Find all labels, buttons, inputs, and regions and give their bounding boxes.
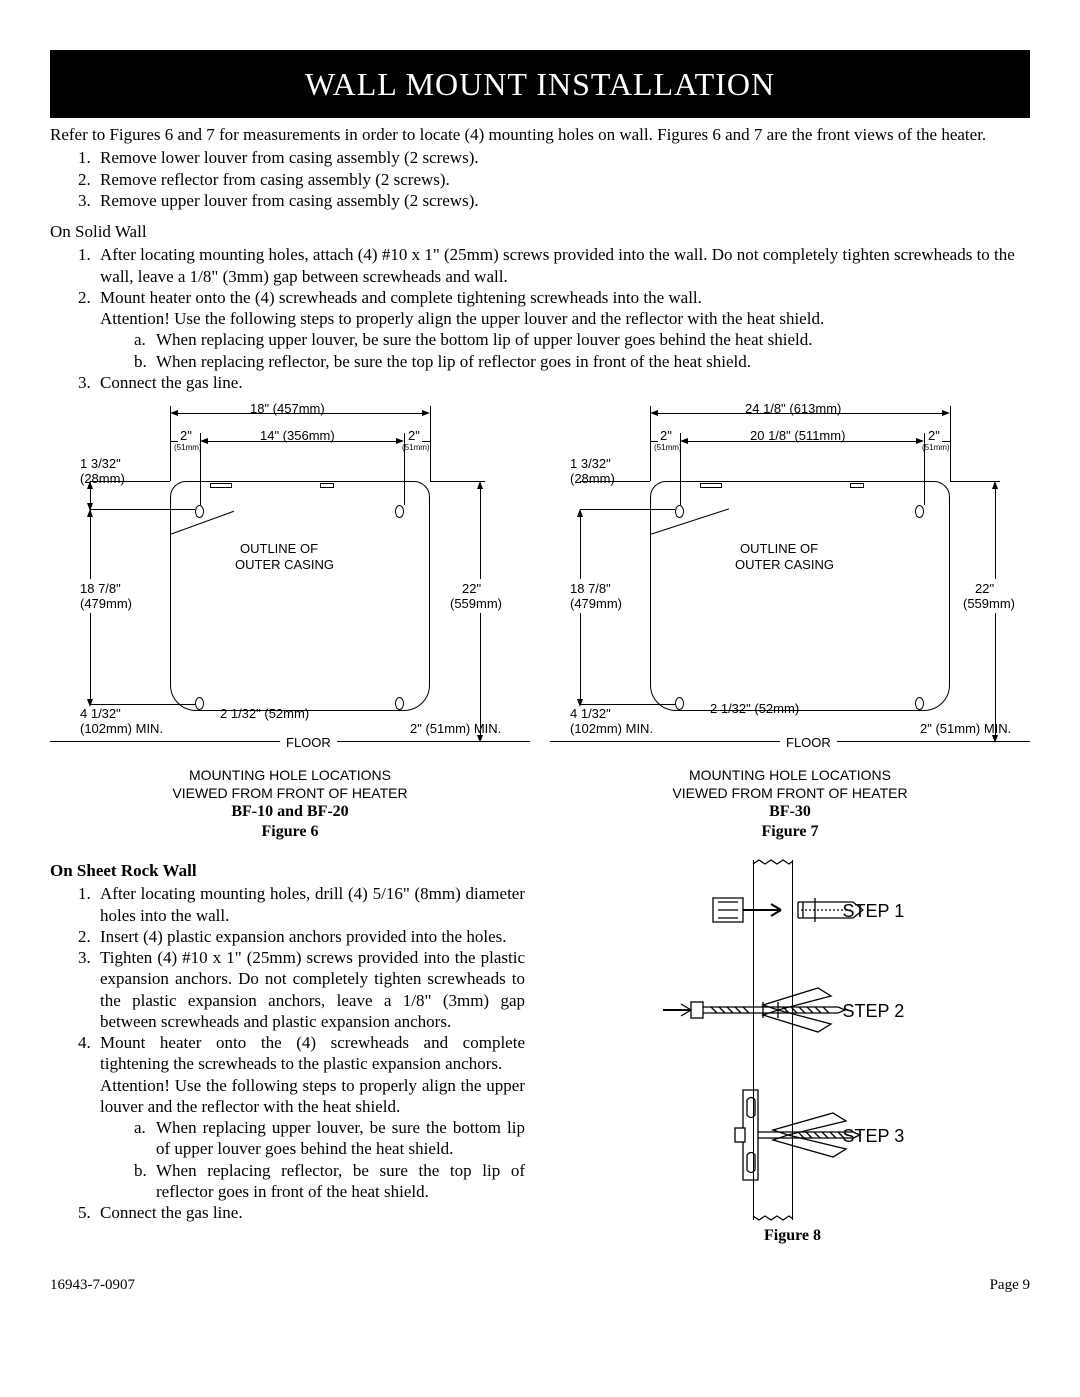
sheetrock-step: Mount heater onto the (4) screwheads and… <box>100 1032 525 1075</box>
fig7-label: Figure 7 <box>550 822 1030 842</box>
sheetrock-sub: When replacing upper louver, be sure the… <box>156 1117 525 1160</box>
fig7-model: BF-30 <box>550 802 1030 822</box>
sheetrock-step: After locating mounting holes, drill (4)… <box>100 883 525 926</box>
figure-8: STEP 1 STEP 2 <box>555 860 1030 1246</box>
fig7-caption-b: VIEWED FROM FRONT OF HEATER <box>550 785 1030 803</box>
sheetrock-attention: Attention! Use the following steps to pr… <box>100 1075 525 1118</box>
fig6-model: BF-10 and BF-20 <box>50 802 530 822</box>
sheetrock-sub: When replacing reflector, be sure the to… <box>156 1160 525 1203</box>
sheetrock-step: Connect the gas line. <box>100 1202 243 1223</box>
prep-step: Remove reflector from casing assembly (2… <box>100 169 450 190</box>
intro-text: Refer to Figures 6 and 7 for measurement… <box>50 124 1030 145</box>
attention-line: Attention! Use the following steps to pr… <box>100 308 824 329</box>
solid-step: Connect the gas line. <box>100 372 243 393</box>
solid-wall-heading: On Solid Wall <box>50 221 1030 242</box>
attention-sub: When replacing reflector, be sure the to… <box>156 351 751 372</box>
solid-step: After locating mounting holes, attach (4… <box>100 244 1030 287</box>
sheetrock-steps: 1.After locating mounting holes, drill (… <box>78 883 525 1223</box>
page-title-banner: WALL MOUNT INSTALLATION <box>50 50 1030 118</box>
attention-sub: When replacing upper louver, be sure the… <box>156 329 812 350</box>
prep-step: Remove upper louver from casing assembly… <box>100 190 479 211</box>
sheetrock-step: Tighten (4) #10 x 1" (25mm) screws provi… <box>100 947 525 1032</box>
sheetrock-heading: On Sheet Rock Wall <box>50 860 525 881</box>
fig8-label: Figure 8 <box>764 1227 821 1244</box>
solid-step: Mount heater onto the (4) screwheads and… <box>100 287 702 308</box>
fig6-label: Figure 6 <box>50 822 530 842</box>
fig6-caption-b: VIEWED FROM FRONT OF HEATER <box>50 785 530 803</box>
footer-page: Page 9 <box>990 1276 1030 1295</box>
sheetrock-step: Insert (4) plastic expansion anchors pro… <box>100 926 506 947</box>
solid-wall-steps: 1.After locating mounting holes, attach … <box>78 244 1030 393</box>
figure-7: 24 1/8" (613mm) 20 1/8" (511mm) 2" (51mm… <box>550 401 1030 842</box>
figure-6: 18" (457mm) 14" (356mm) 2" (51mm) 2" (51… <box>50 401 530 842</box>
fig6-caption-a: MOUNTING HOLE LOCATIONS <box>50 767 530 785</box>
footer-docnum: 16943-7-0907 <box>50 1276 135 1295</box>
prep-step: Remove lower louver from casing assembly… <box>100 147 479 168</box>
prep-steps: 1.Remove lower louver from casing assemb… <box>78 147 1030 211</box>
fig7-caption-a: MOUNTING HOLE LOCATIONS <box>550 767 1030 785</box>
